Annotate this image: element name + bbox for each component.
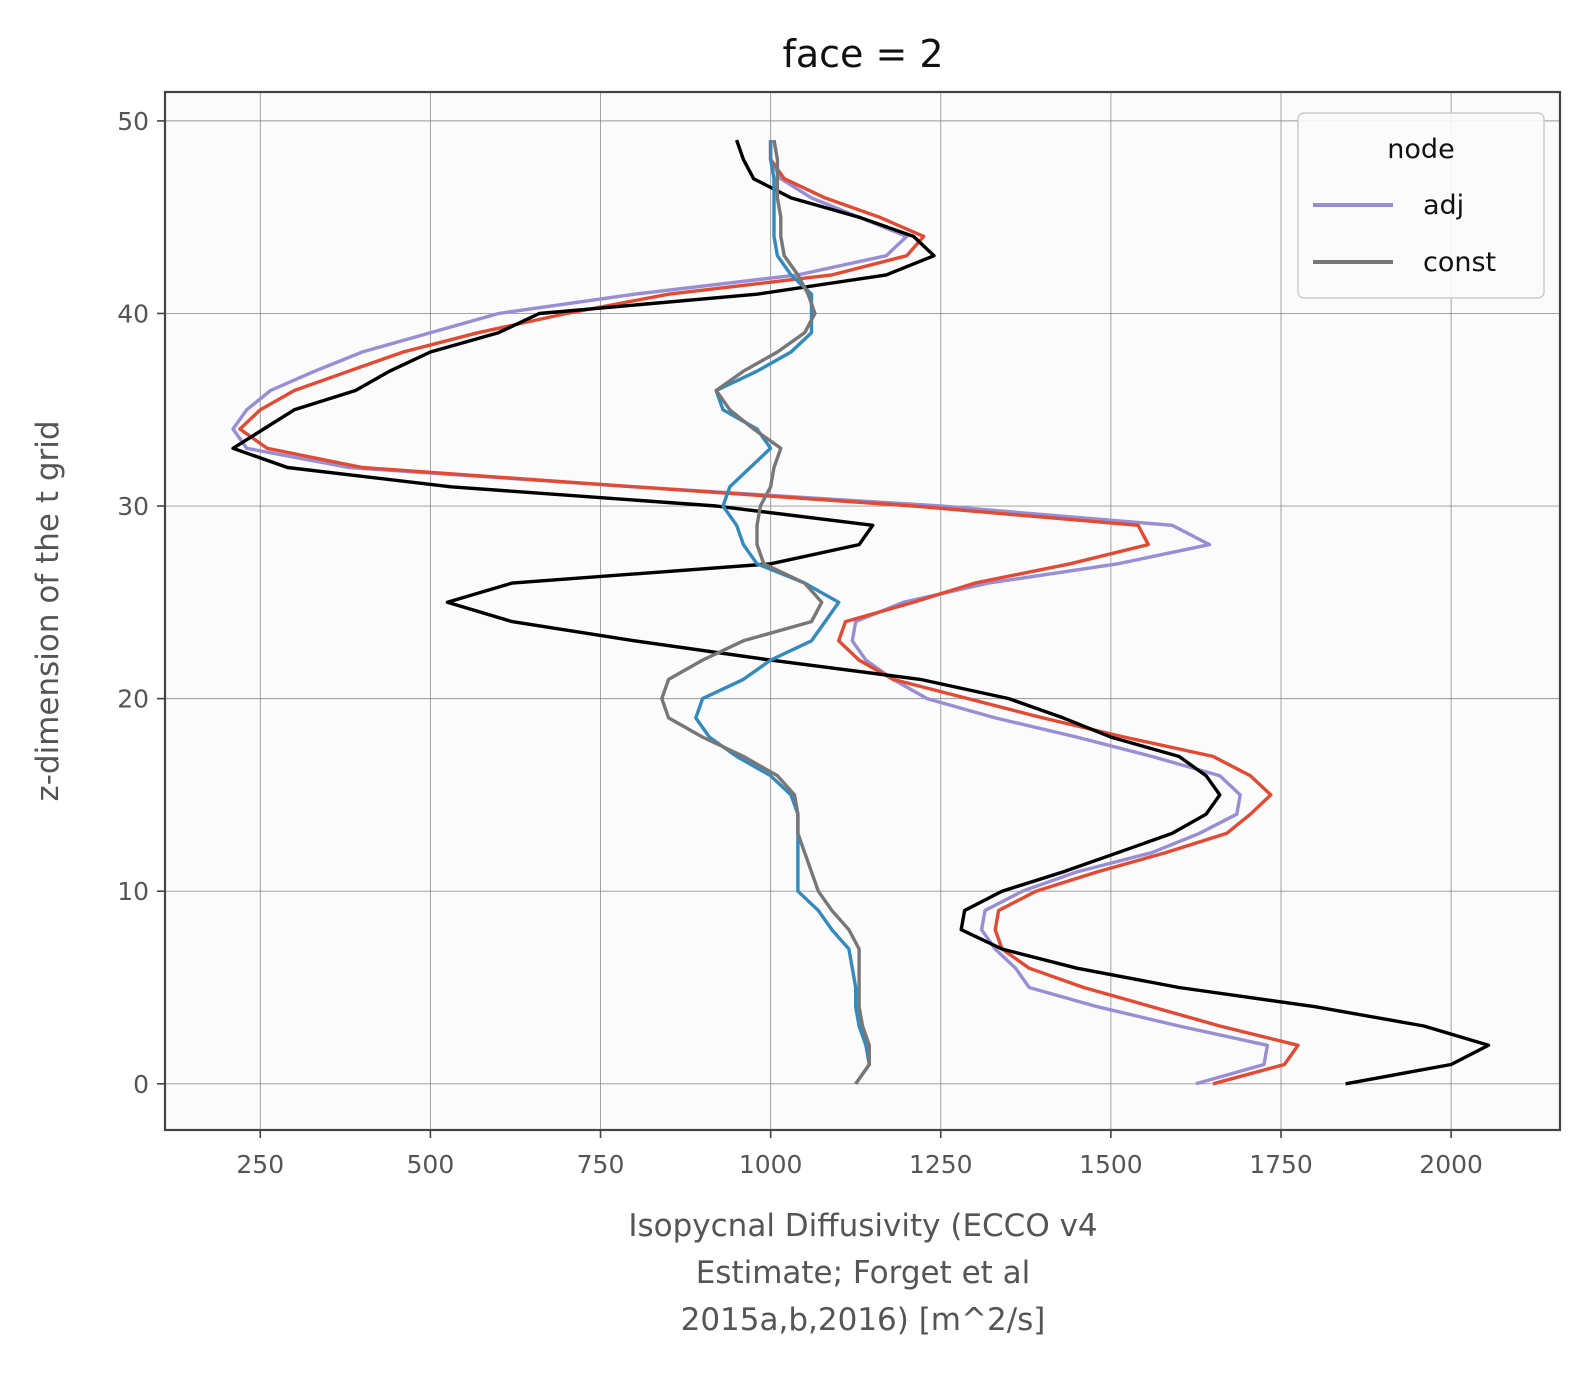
x-tick-label: 1000 xyxy=(739,1150,803,1179)
series-line-2 xyxy=(238,140,1300,1086)
y-tick-label: 40 xyxy=(117,299,149,328)
series-line-3 xyxy=(231,139,1491,1086)
x-axis-label-line-2: Estimate; Forget et al xyxy=(696,1255,1031,1291)
y-tick-label: 10 xyxy=(117,877,149,906)
legend-box xyxy=(1297,112,1545,299)
series-layer xyxy=(231,139,1491,1086)
x-tick-label: 1250 xyxy=(909,1150,973,1179)
x-tick-label: 750 xyxy=(577,1150,625,1179)
y-axis: 0 10 20 30 40 50 xyxy=(117,107,165,1099)
x-axis-label-line-1: Isopycnal Diffusivity (ECCO v4 xyxy=(628,1208,1097,1244)
y-axis-label: z-dimension of the t grid xyxy=(30,420,66,801)
legend-label-const: const xyxy=(1423,247,1496,278)
legend-title: node xyxy=(1387,134,1454,165)
x-axis-label-line-3: 2015a,b,2016) [m^2/s] xyxy=(681,1302,1046,1338)
legend: node adj const xyxy=(1297,112,1545,299)
legend-label-adj: adj xyxy=(1423,190,1464,221)
y-tick-label: 20 xyxy=(117,685,149,714)
y-tick-label: 50 xyxy=(117,107,149,136)
x-tick-label: 250 xyxy=(236,1150,284,1179)
x-tick-label: 2000 xyxy=(1419,1150,1483,1179)
chart-title: face = 2 xyxy=(782,32,943,76)
x-axis: 250 500 750 1000 1250 1500 1750 2000 xyxy=(236,1130,1483,1179)
y-tick-label: 0 xyxy=(133,1070,149,1099)
series-line-5 xyxy=(660,139,871,1085)
series-line-4 xyxy=(694,140,871,1085)
y-tick-label: 30 xyxy=(117,492,149,521)
x-tick-label: 500 xyxy=(407,1150,455,1179)
x-tick-label: 1750 xyxy=(1249,1150,1313,1179)
plot-frame xyxy=(163,90,1562,1132)
x-tick-label: 1500 xyxy=(1079,1150,1143,1179)
